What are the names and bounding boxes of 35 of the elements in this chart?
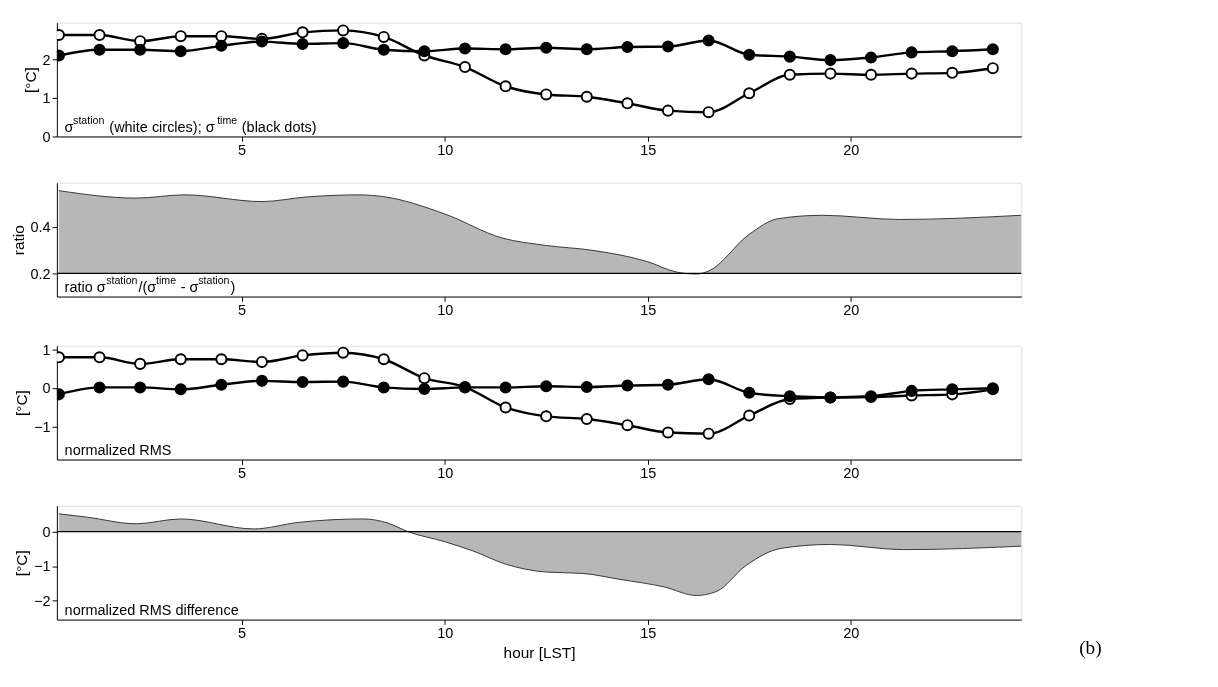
x-tick-label: 15 xyxy=(640,302,657,319)
y-axis-title: ratio xyxy=(9,225,27,256)
y-axis-title: [°C] xyxy=(21,67,39,93)
y-axis-title: [°C] xyxy=(13,390,31,417)
y-tick-label: 1 xyxy=(42,90,51,107)
x-tick-label: 5 xyxy=(238,142,247,159)
y-tick-label: 0 xyxy=(42,128,51,145)
y-tick-label: −1 xyxy=(34,558,51,575)
x-tick-label: 10 xyxy=(437,625,454,642)
x-tick-label: 5 xyxy=(238,465,247,482)
annotation: normalized RMS difference xyxy=(64,601,239,618)
y-tick-label: 0 xyxy=(42,380,51,397)
y-tick-label: 0.4 xyxy=(30,219,51,236)
x-tick-label: 20 xyxy=(843,142,860,159)
x-tick-label: 15 xyxy=(640,465,657,482)
y-tick-label: −2 xyxy=(34,592,51,609)
text: (b) xyxy=(1079,637,1102,660)
x-tick-label: 5 xyxy=(238,302,247,319)
y-tick-label: 0 xyxy=(42,524,51,540)
x-tick-label: 15 xyxy=(640,142,657,159)
y-tick-label: 0.2 xyxy=(30,265,51,282)
y-tick-label: −1 xyxy=(34,419,51,436)
x-tick-label: 20 xyxy=(843,625,860,642)
x-tick-label: 5 xyxy=(238,625,247,642)
x-tick-label: 10 xyxy=(437,302,454,319)
x-tick-label: 15 xyxy=(640,625,657,642)
x-tick-label: 20 xyxy=(843,302,860,319)
x-tick-label: 20 xyxy=(843,465,860,482)
x-tick-label: 10 xyxy=(437,142,454,159)
annotation: normalized RMS xyxy=(64,441,172,458)
x-axis-title: hour [LST] xyxy=(503,643,576,661)
y-axis-title: [°C] xyxy=(13,550,31,577)
x-tick-label: 10 xyxy=(437,465,454,482)
y-tick-label: 1 xyxy=(42,341,51,358)
y-tick-label: 2 xyxy=(42,51,51,68)
